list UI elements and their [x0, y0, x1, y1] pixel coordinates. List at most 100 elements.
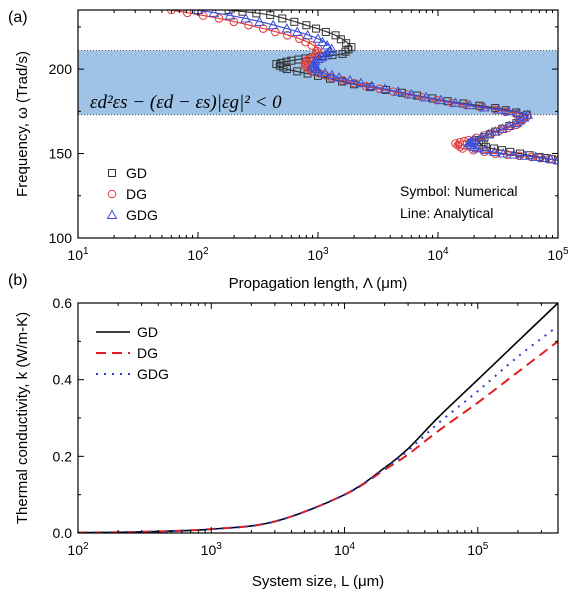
marker-gdg-54 [463, 137, 474, 148]
x-tick-label-a: 103 [307, 246, 329, 263]
marker-gdg-1 [208, 10, 220, 17]
marker-gdg-6 [281, 23, 293, 33]
legend-label-gd-a: GD [126, 165, 147, 181]
marker-gdg-13 [324, 45, 335, 56]
marker-dg-48 [487, 128, 496, 138]
marker-gdg-53 [465, 136, 476, 147]
x-tick-label-a: 101 [67, 246, 89, 263]
marker-gd-15 [338, 49, 347, 58]
marker-dg-28 [338, 76, 348, 85]
marker-gdg-14 [322, 47, 333, 58]
marker-gdg-31 [379, 83, 391, 93]
marker-gdg-39 [493, 104, 504, 114]
marker-gdg-37 [464, 99, 476, 110]
series-group-b [78, 303, 558, 533]
marker-gdg-2 [224, 10, 236, 20]
y-axis-label-b: Thermal conductivity, k (W/m-K) [14, 312, 31, 524]
marker-gdg-7 [291, 26, 303, 36]
legend-marker-dg-a [107, 189, 117, 199]
x-tick-label-b: 102 [67, 541, 89, 558]
y-tick-label-a: 150 [49, 146, 73, 162]
marker-gdg-8 [302, 29, 313, 40]
marker-gdg-24 [312, 65, 324, 75]
marker-dg-8 [283, 31, 292, 40]
marker-gd-28 [293, 67, 302, 76]
marker-gdg-55 [465, 139, 477, 150]
marker-gdg-22 [308, 61, 320, 72]
marker-gdg-10 [317, 36, 328, 47]
marker-gdg-58 [480, 144, 491, 155]
marker-gdg-56 [468, 141, 480, 151]
marker-gdg-38 [478, 101, 490, 112]
x-tick-label-a: 105 [547, 246, 569, 263]
marker-gdg-49 [482, 128, 494, 139]
marker-gd-14 [341, 47, 350, 56]
ticks-b: 102 103 104 105 0.0 0.2 0.4 0.6 [53, 295, 559, 558]
marker-gdg-46 [503, 120, 515, 130]
marker-gdg-50 [475, 131, 487, 142]
annotation-analytical: Line: Analytical [400, 205, 493, 221]
marker-gdg-48 [489, 126, 501, 136]
marker-gdg-25 [319, 67, 331, 78]
plot-frame-a [77, 9, 559, 239]
marker-gd-7 [312, 24, 321, 33]
marker-dg-47 [495, 126, 505, 135]
x-tick-label-b: 104 [334, 541, 356, 558]
marker-gdg-61 [508, 149, 520, 159]
marker-gdg-59 [489, 146, 500, 156]
marker-gdg-9 [312, 33, 324, 43]
marker-gdg-64 [537, 152, 549, 163]
marker-gdg-5 [267, 19, 279, 30]
marker-gdg-28 [344, 74, 356, 85]
x-tick-label-a: 102 [187, 246, 209, 263]
marker-gdg-30 [366, 80, 378, 90]
marker-gdg-33 [406, 88, 417, 99]
y-tick-label-b: 0.6 [53, 295, 73, 311]
marker-gdg-62 [519, 150, 531, 160]
legend-marker-gd-a [108, 169, 116, 177]
marker-gdg-43 [518, 112, 530, 122]
marker-gdg-29 [355, 77, 367, 88]
marker-gd-13 [344, 45, 353, 54]
legend-b: GD DG GDG [96, 324, 169, 382]
y-tick-label-b: 0.4 [53, 372, 73, 388]
marker-gd-62 [525, 151, 534, 160]
line-gd-b [78, 303, 558, 533]
marker-dg-1 [182, 10, 192, 18]
y-tick-label-b: 0.0 [53, 525, 73, 541]
marker-gdg-57 [471, 142, 483, 153]
y-axis-label-a: Frequency, ω (Trad/s) [14, 51, 31, 197]
equation-label: εd²εs − (εd − εs)|εg|² < 0 [90, 92, 282, 113]
x-axis-label-a: Propagation length, Λ (μm) [229, 275, 408, 292]
legend-label-gd-b: GD [137, 324, 158, 340]
marker-gd-6 [302, 21, 311, 30]
marker-gd-1 [238, 10, 247, 16]
marker-gd-29 [303, 69, 312, 78]
marker-gdg-63 [530, 151, 541, 161]
marker-gdg-41 [512, 107, 524, 118]
marker-gdg-47 [496, 123, 508, 133]
marker-gdg-42 [522, 109, 534, 119]
marker-gdg-4 [254, 16, 265, 26]
annotation-numerical: Symbol: Numerical [400, 183, 517, 199]
x-tick-label-b: 103 [201, 541, 223, 558]
marker-gdg-3 [240, 12, 252, 23]
marker-gd-12 [347, 43, 356, 52]
marker-gdg-23 [310, 63, 322, 74]
marker-gd-5 [290, 17, 299, 26]
marker-gdg-60 [497, 148, 509, 158]
marker-dg-57 [458, 144, 467, 153]
marker-gdg-34 [420, 91, 432, 102]
marker-gdg-40 [502, 105, 514, 116]
marker-dg-2 [198, 11, 208, 20]
marker-dg-7 [271, 27, 280, 37]
marker-dg-49 [479, 131, 489, 140]
legend-label-dg-a: DG [126, 186, 147, 202]
marker-gd-2 [252, 10, 261, 18]
marker-gdg-45 [511, 117, 522, 128]
marker-dg-0 [167, 10, 176, 15]
marker-dg-5 [244, 20, 253, 30]
marker-gd-8 [321, 27, 330, 36]
marker-dg-3 [214, 14, 224, 23]
x-axis-label-b: System size, L (μm) [252, 573, 384, 590]
